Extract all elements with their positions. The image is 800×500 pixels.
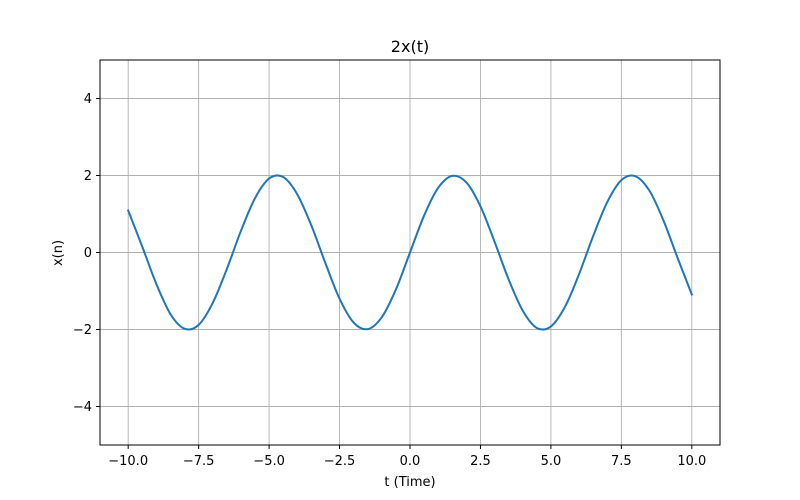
ticks: −10.0 −7.5 −5.0 −2.5 0.0 2.5 5.0 7.5 10.0 −4 −2 0 2 4 [73, 92, 706, 469]
x-tick-label: 0.0 [400, 454, 421, 469]
y-tick-label: 2 [84, 169, 92, 184]
x-tick-label: −5.0 [253, 454, 285, 469]
x-tick-label: 2.5 [470, 454, 491, 469]
x-tick-label: 7.5 [611, 454, 632, 469]
y-tick-label: 4 [84, 92, 92, 107]
x-tick-label: 5.0 [541, 454, 562, 469]
chart-title: 2x(t) [391, 37, 429, 56]
y-axis-label: x(n) [51, 240, 66, 266]
x-tick-label: −10.0 [108, 454, 148, 469]
y-tick-label: −4 [73, 400, 92, 415]
x-tick-label: 10.0 [677, 454, 706, 469]
x-tick-label: −2.5 [324, 454, 356, 469]
y-tick-label: −2 [73, 323, 92, 338]
x-axis-label: t (Time) [384, 475, 435, 490]
x-tick-label: −7.5 [183, 454, 215, 469]
series-layer [126, 174, 694, 331]
y-tick-label: 0 [84, 246, 92, 261]
series-line [126, 174, 694, 331]
